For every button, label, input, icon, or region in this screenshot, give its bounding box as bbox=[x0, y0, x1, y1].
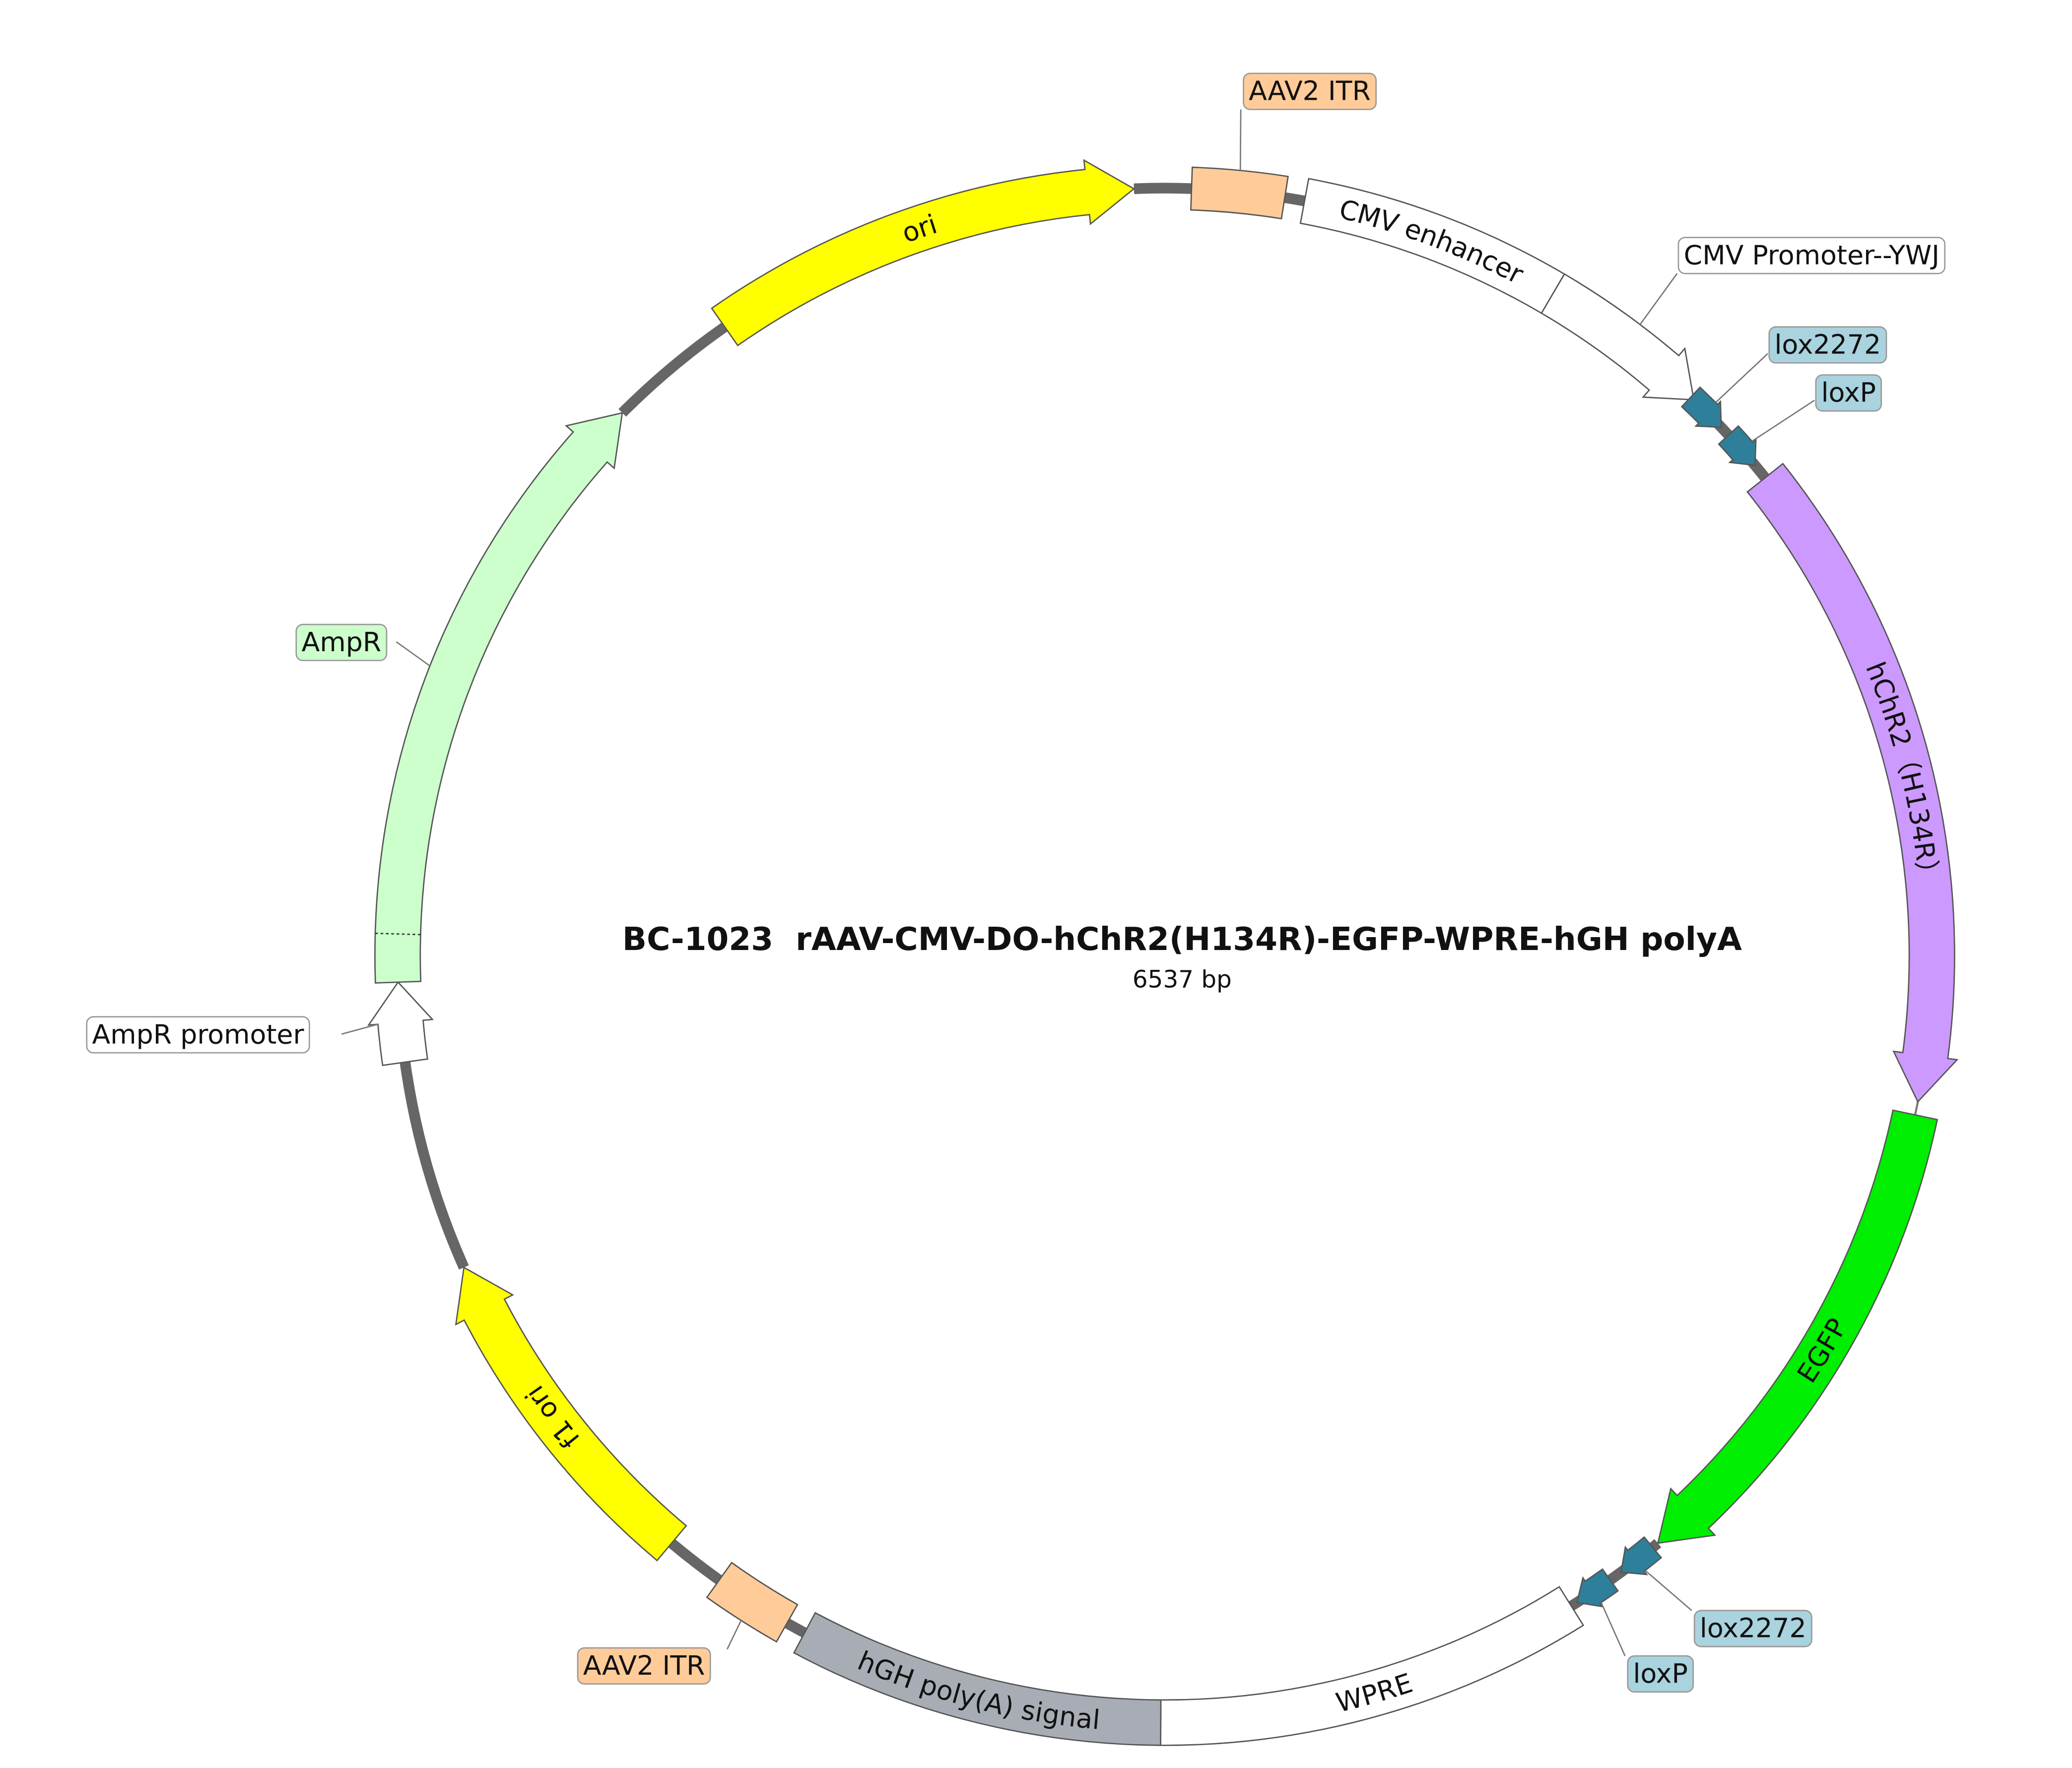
callout-box bbox=[1693, 1610, 1812, 1647]
feature bbox=[793, 1612, 1162, 1746]
feature-divider bbox=[375, 933, 421, 936]
feature bbox=[1190, 166, 1289, 220]
callout-label: CMV Promoter--YWJ bbox=[1684, 239, 1939, 271]
backbone-segment bbox=[618, 322, 728, 417]
backbone-segment bbox=[1284, 192, 1306, 206]
callout-box bbox=[1627, 1655, 1694, 1693]
backbone-segment bbox=[668, 1539, 723, 1585]
leader-line bbox=[1751, 400, 1815, 442]
feature bbox=[367, 981, 434, 1066]
backbone-segment bbox=[400, 1061, 469, 1270]
callout-label: AAV2 ITR bbox=[1249, 75, 1371, 107]
callout: lox2272 bbox=[1693, 1610, 1812, 1647]
feature bbox=[706, 1562, 799, 1643]
callout-box bbox=[295, 623, 388, 662]
callout-box bbox=[1677, 237, 1946, 274]
callout-label: AAV2 ITR bbox=[583, 1650, 705, 1681]
feature bbox=[1680, 386, 1722, 428]
callout-label: AmpR promoter bbox=[92, 1019, 305, 1050]
callout-label: AmpR bbox=[302, 626, 382, 658]
map-length: 6537 bp bbox=[1133, 965, 1232, 993]
leader-line bbox=[1645, 1570, 1692, 1611]
callout-label: lox2272 bbox=[1774, 329, 1881, 360]
leader-line bbox=[341, 1023, 378, 1035]
leader-line bbox=[726, 1620, 742, 1650]
callout: CMV Promoter--YWJ bbox=[1677, 237, 1946, 274]
map-title: BC-1023 rAAV-CMV-DO-hChR2(H134R)-EGFP-WP… bbox=[622, 921, 1742, 958]
leader-line bbox=[1239, 109, 1242, 171]
callout: AmpR promoter bbox=[86, 1016, 310, 1054]
feature bbox=[1576, 1568, 1619, 1608]
feature bbox=[374, 412, 623, 984]
callout-label: loxP bbox=[1633, 1658, 1688, 1689]
feature bbox=[1657, 1109, 1938, 1544]
callout-label: loxP bbox=[1821, 377, 1876, 408]
callout: lox2272 bbox=[1768, 326, 1887, 364]
feature bbox=[1620, 1536, 1663, 1575]
callout: AmpR bbox=[295, 623, 388, 662]
callout: loxP bbox=[1627, 1655, 1694, 1693]
callout-box bbox=[1243, 72, 1377, 110]
leader-line bbox=[1601, 1602, 1626, 1656]
feature bbox=[1746, 463, 1959, 1103]
backbone-segment bbox=[784, 1618, 807, 1638]
callout-box bbox=[1768, 326, 1887, 364]
backbone-segment bbox=[1134, 183, 1192, 195]
callout-label: lox2272 bbox=[1700, 1613, 1806, 1644]
leader-line bbox=[1639, 273, 1678, 325]
callout-box bbox=[86, 1016, 310, 1054]
callout: AAV2 ITR bbox=[577, 1647, 711, 1685]
leader-line bbox=[396, 641, 430, 667]
feature bbox=[1160, 1586, 1585, 1746]
feature bbox=[711, 159, 1136, 346]
callout: AAV2 ITR bbox=[1243, 72, 1377, 110]
feature bbox=[455, 1266, 687, 1562]
callout-box bbox=[1815, 374, 1882, 412]
feature bbox=[1540, 273, 1695, 401]
feature bbox=[1718, 425, 1757, 466]
callout-box bbox=[577, 1647, 711, 1685]
callout: loxP bbox=[1815, 374, 1882, 412]
leader-line bbox=[1715, 353, 1768, 403]
